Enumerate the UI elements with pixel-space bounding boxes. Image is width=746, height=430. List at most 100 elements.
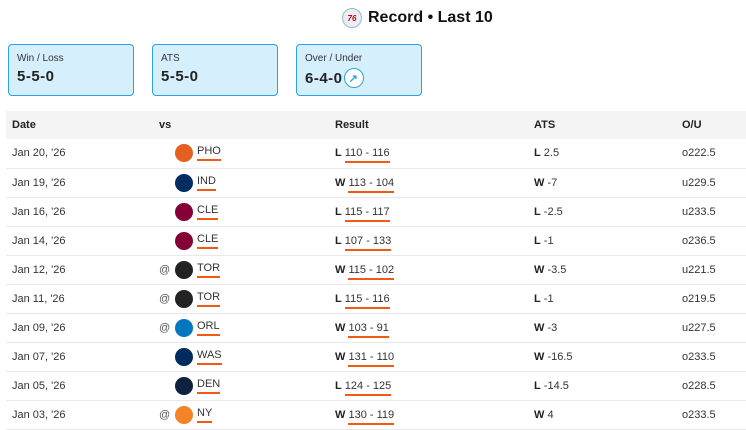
score-link[interactable]: 115 - 117 (344, 205, 390, 222)
opponent-link[interactable]: WAS (197, 349, 222, 365)
score-link[interactable]: 115 - 116 (344, 292, 390, 309)
team-logo-icon (175, 202, 193, 221)
score-link[interactable]: 131 - 110 (348, 350, 395, 367)
ats-line: -14.5 (543, 379, 569, 392)
column-header: ATS (534, 111, 682, 139)
ats-result: L (534, 234, 541, 247)
score-link[interactable]: 107 - 133 (344, 234, 392, 251)
result-letter: L (335, 292, 342, 305)
result-letter: W (335, 176, 346, 189)
table-row: Jan 19, '26 IND W 113 - 104 W -7 u229.5 (6, 168, 746, 198)
ou-cell: u233.5 (682, 197, 746, 227)
ats-line: 4 (547, 408, 554, 421)
ats-result: W (534, 263, 545, 276)
table-row: Jan 03, '26 @ NY W 130 - 119 W 4 o233.5 (6, 400, 746, 430)
column-header: Result (335, 111, 534, 139)
date-cell: Jan 05, '26 (6, 371, 159, 401)
opponent-link[interactable]: CLE (197, 233, 219, 249)
ats-line: 2.5 (543, 147, 560, 160)
ats-result: W (534, 176, 545, 189)
ou-cell: o222.5 (682, 139, 746, 169)
games-table: Date vs Result ATS O/U Jan 20, '26 PHO L 110… (6, 111, 746, 430)
date-cell: Jan 20, '26 (6, 139, 159, 169)
ats-result: W (534, 350, 545, 363)
team-logo-icon (175, 260, 193, 279)
score-link[interactable]: 113 - 104 (348, 176, 395, 193)
card-value: 5-5-0 (161, 68, 199, 85)
ou-cell: u227.5 (682, 313, 746, 343)
table-row: Jan 14, '26 CLE L 107 - 133 L -1 o236.5 (6, 226, 746, 256)
ats-result: L (534, 205, 541, 218)
table-row: Jan 07, '26 WAS W 131 - 110 W -16.5 o233… (6, 342, 746, 372)
ou-cell: o236.5 (682, 226, 746, 256)
team-logo-icon (175, 231, 193, 250)
ats-line: -3 (547, 321, 558, 334)
ats-line: -7 (547, 176, 558, 189)
team-logo-icon (175, 347, 193, 366)
column-header: Date (6, 111, 159, 139)
away-marker: @ (159, 292, 171, 305)
ou-cell: o233.5 (682, 400, 746, 430)
date-cell: Jan 16, '26 (6, 197, 159, 227)
away-marker: @ (159, 408, 171, 421)
title-text: Record • Last 10 (368, 9, 493, 26)
score-link[interactable]: 103 - 91 (348, 321, 389, 338)
team-logo-icon (175, 144, 193, 163)
trend-up-icon[interactable]: ↗ (343, 68, 364, 88)
date-cell: Jan 11, '26 (6, 284, 159, 314)
team-logo-icon (175, 376, 193, 395)
score-link[interactable]: 115 - 102 (348, 263, 395, 280)
ou-cell: o233.5 (682, 342, 746, 372)
score-link[interactable]: 124 - 125 (344, 379, 392, 396)
ats-line: -1 (543, 234, 554, 247)
result-letter: L (335, 234, 342, 247)
result-letter: W (335, 263, 346, 276)
table-row: Jan 05, '26 DEN L 124 - 125 L -14.5 o228… (6, 371, 746, 401)
ats-line: -1 (543, 292, 554, 305)
card-label: ATS (161, 53, 180, 64)
date-cell: Jan 14, '26 (6, 226, 159, 256)
table-row: Jan 11, '26 @ TOR L 115 - 116 L -1 o219.5 (6, 284, 746, 314)
score-link[interactable]: 130 - 119 (348, 408, 395, 425)
away-marker: @ (159, 321, 171, 334)
opponent-link[interactable]: TOR (197, 291, 221, 307)
team-logo-icon (175, 405, 193, 424)
date-cell: Jan 09, '26 (6, 313, 159, 343)
ats-line: -2.5 (543, 205, 563, 218)
ou-cell: u221.5 (682, 255, 746, 285)
score-link[interactable]: 110 - 116 (344, 147, 390, 164)
team-logo-icon (175, 318, 193, 337)
opponent-link[interactable]: PHO (197, 145, 221, 162)
opponent-link[interactable]: TOR (197, 262, 221, 278)
opponent-link[interactable]: CLE (197, 204, 219, 220)
over-under-card: Over / Under 6-4-0 ↗ (296, 44, 422, 96)
opponent-link[interactable]: DEN (197, 378, 221, 394)
card-value: 6-4-0 (305, 69, 343, 87)
column-header: O/U (682, 111, 746, 139)
card-value: 5-5-0 (17, 68, 55, 85)
result-letter: L (335, 379, 342, 392)
result-letter: W (335, 350, 346, 363)
ats-result: L (534, 292, 541, 305)
team-logo-icon (175, 289, 193, 308)
ats-line: -3.5 (547, 263, 567, 276)
ats-result: L (534, 147, 541, 160)
opponent-link[interactable]: ORL (197, 320, 220, 336)
ats-result: W (534, 408, 545, 421)
date-cell: Jan 07, '26 (6, 342, 159, 372)
table-row: Jan 09, '26 @ ORL W 103 - 91 W -3 u227.5 (6, 313, 746, 343)
table-row: Jan 20, '26 PHO L 110 - 116 L 2.5 o222.5 (6, 139, 746, 169)
team-logo-icon (175, 173, 193, 192)
ats-result: W (534, 321, 545, 334)
ou-cell: o228.5 (682, 371, 746, 401)
opponent-link[interactable]: NY (197, 407, 213, 423)
date-cell: Jan 03, '26 (6, 400, 159, 430)
win-loss-card: Win / Loss 5-5-0 (8, 44, 134, 96)
page-title: 76 Record • Last 10 (342, 8, 493, 28)
card-label: Win / Loss (17, 53, 64, 64)
table-row: Jan 16, '26 CLE L 115 - 117 L -2.5 u233.… (6, 197, 746, 227)
76ers-logo-icon: 76 (342, 8, 362, 28)
date-cell: Jan 12, '26 (6, 255, 159, 285)
column-header: vs (159, 111, 335, 139)
opponent-link[interactable]: IND (197, 175, 216, 191)
